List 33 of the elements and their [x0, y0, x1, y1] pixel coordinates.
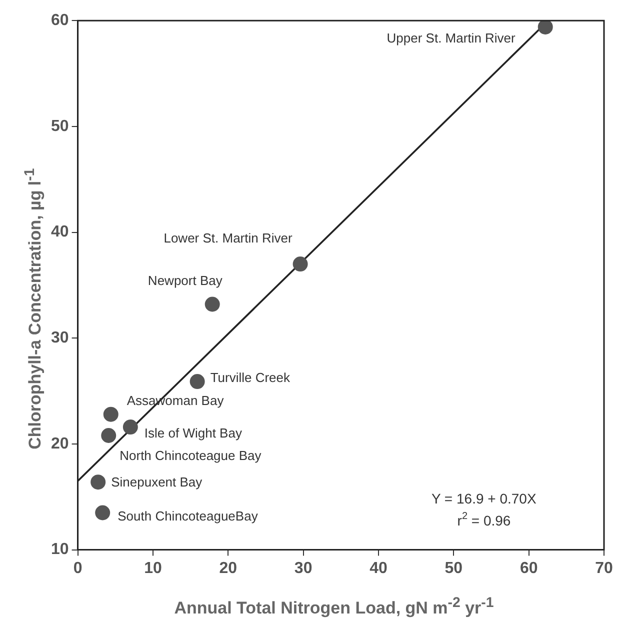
y-tick-label: 30 — [51, 330, 69, 347]
point — [101, 428, 116, 443]
x-tick-label: 10 — [144, 560, 162, 577]
point — [292, 256, 308, 272]
x-tick-label: 70 — [595, 560, 613, 577]
annotation: Turville Creek — [210, 370, 291, 386]
y-tick-label: 40 — [51, 224, 69, 241]
point — [103, 406, 118, 422]
annotation: Lower St. Martin River — [164, 230, 293, 246]
y-tick-label: 60 — [51, 12, 69, 30]
x-axis-title: Annual Total Nitrogen Load, gN m$^{-2}$ yr$^{-1}$ — [173, 595, 495, 619]
point — [190, 374, 205, 390]
x-tick-label: 0 — [73, 560, 82, 577]
point — [538, 20, 553, 34]
x-tick-label: 30 — [294, 560, 312, 577]
annotation: Upper St. Martin River — [386, 30, 516, 46]
y-tick-label: 10 — [51, 541, 69, 558]
annotation: South ChincoteagueBay — [118, 508, 258, 524]
point — [122, 420, 138, 435]
y-tick-label: 20 — [51, 435, 69, 452]
x-tick-label: 20 — [219, 560, 238, 577]
y-tick-label: 50 — [51, 118, 69, 135]
annotation: Y = 16.9 + 0.70X — [431, 490, 537, 507]
point — [95, 505, 110, 520]
annotation: North Chincoteague Bay — [120, 448, 262, 464]
x-tick-label: 40 — [370, 560, 388, 577]
x-tick-label: 50 — [444, 560, 463, 577]
annotation: Sinepuxent Bay — [111, 474, 203, 490]
x-tick-label: 60 — [520, 560, 538, 577]
annotation: Newport Bay — [148, 272, 223, 288]
point — [90, 474, 106, 490]
annotation: Isle of Wight Bay — [144, 426, 242, 441]
point — [204, 296, 220, 312]
